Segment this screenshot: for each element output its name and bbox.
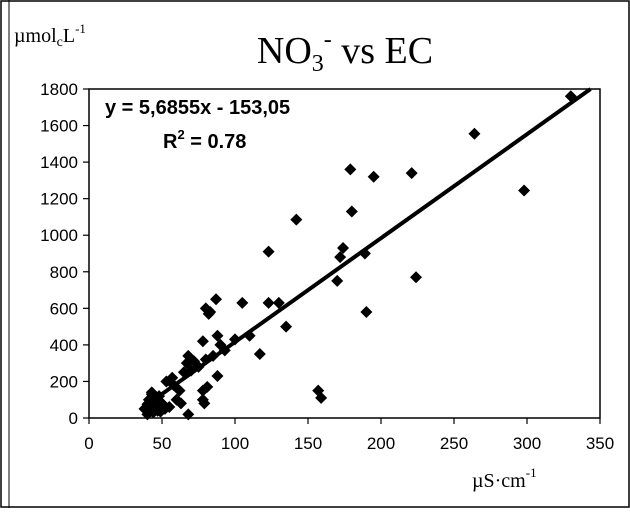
data-point — [360, 305, 373, 318]
ylabel-main: µmol — [14, 25, 57, 47]
data-point — [198, 397, 211, 410]
data-point — [174, 397, 187, 410]
y-tick-label: 1800 — [40, 80, 78, 99]
data-point — [211, 369, 224, 382]
y-tick-label: 800 — [50, 263, 78, 282]
ylabel-subscript: c — [57, 35, 63, 50]
ylabel-superscript: -1 — [75, 21, 86, 36]
data-point — [211, 329, 224, 342]
y-tick-label: 1600 — [40, 117, 78, 136]
r-squared: R2 = 0.78 — [163, 127, 246, 153]
data-point — [331, 274, 344, 287]
plot-border — [88, 88, 601, 419]
data-point — [468, 127, 481, 140]
r2-label: R — [163, 131, 178, 153]
data-point — [290, 213, 303, 226]
title-superscript: - — [324, 27, 332, 53]
data-point — [410, 271, 423, 284]
y-tick-label: 1200 — [40, 190, 78, 209]
data-point — [236, 296, 249, 309]
y-tick-label: 200 — [50, 372, 78, 391]
y-tick-label: 1400 — [40, 153, 78, 172]
data-point — [201, 380, 214, 393]
data-point — [262, 245, 275, 258]
trend-line — [141, 87, 592, 410]
x-axis-label: µS·cm-1 — [472, 465, 537, 492]
title-main: NO — [257, 30, 312, 72]
y-tick-label: 0 — [69, 409, 78, 428]
data-point — [210, 293, 223, 306]
data-point — [315, 391, 328, 404]
data-point — [253, 348, 266, 361]
data-point — [280, 320, 293, 333]
title-subscript: 3 — [312, 51, 324, 77]
y-axis-label: µmolcL-1 — [14, 21, 86, 50]
data-point — [334, 251, 347, 264]
plot-area: 0 200 400 600 800 1000 1200 1400 1600 1800 0 50 100 1… — [40, 80, 614, 453]
x-tick-label: 200 — [367, 434, 395, 453]
ylabel-unit: L — [63, 25, 75, 47]
y-tick-label: 1000 — [40, 226, 78, 245]
data-point — [337, 242, 350, 255]
xlabel-main: µS·cm — [472, 470, 526, 492]
title-rest: vs EC — [332, 30, 433, 72]
chart-title: NO3- vs EC — [257, 27, 433, 77]
x-tick-label: 0 — [84, 434, 93, 453]
r2-superscript: 2 — [177, 127, 184, 142]
r2-value: = 0.78 — [185, 131, 247, 153]
data-point — [405, 167, 418, 180]
data-point — [182, 408, 195, 421]
data-point — [163, 401, 176, 414]
x-tick-label: 300 — [513, 434, 541, 453]
x-tick-label: 50 — [153, 434, 172, 453]
data-point — [272, 296, 285, 309]
x-tick-label: 100 — [221, 434, 249, 453]
data-point — [196, 335, 209, 348]
data-point — [204, 305, 217, 318]
xlabel-superscript: -1 — [526, 465, 537, 480]
x-tick-label: 350 — [586, 434, 614, 453]
y-tick-label: 400 — [50, 336, 78, 355]
data-point — [344, 163, 357, 176]
trend-equation: y = 5,6855x - 153,05 — [105, 97, 290, 119]
data-point — [367, 170, 380, 183]
y-tick-label: 600 — [50, 299, 78, 318]
data-point — [345, 205, 358, 218]
x-tick-label: 250 — [440, 434, 468, 453]
data-point — [262, 296, 275, 309]
data-point — [518, 184, 531, 197]
data-point — [173, 384, 186, 397]
x-tick-label: 150 — [294, 434, 322, 453]
